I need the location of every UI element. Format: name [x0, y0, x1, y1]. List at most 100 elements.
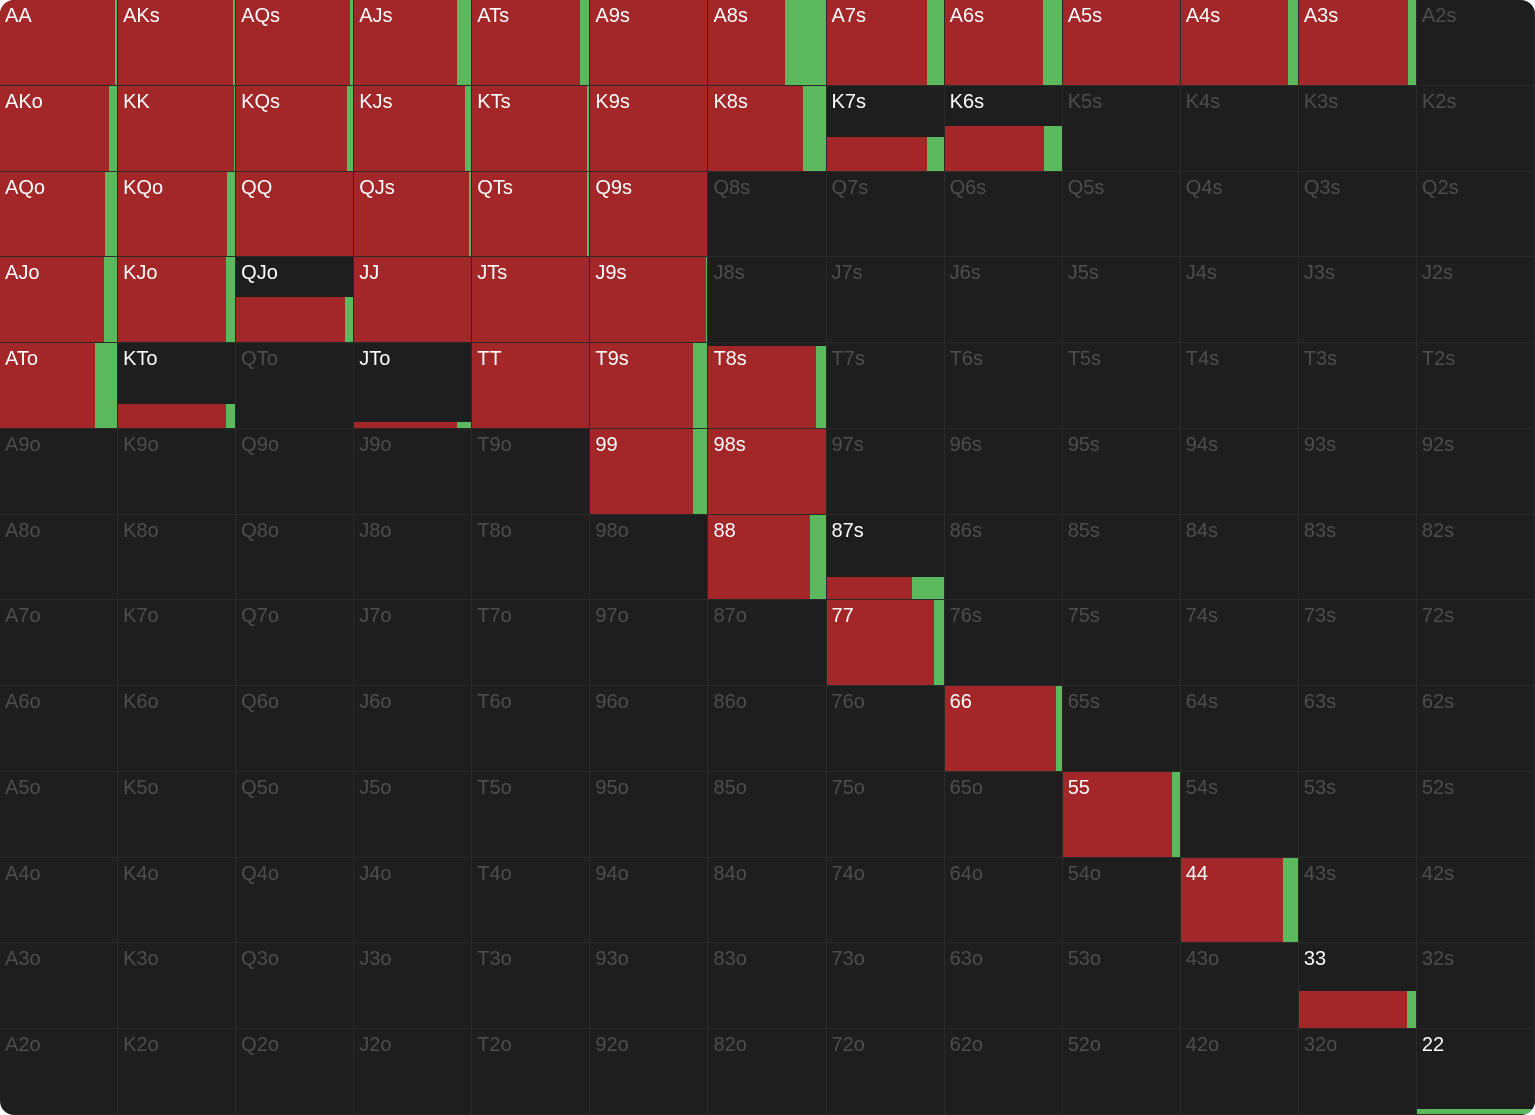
hand-cell[interactable]: A3s [1298, 0, 1417, 86]
hand-cell[interactable]: 92o [590, 1029, 709, 1115]
hand-cell[interactable]: 86o [708, 686, 827, 772]
hand-cell[interactable]: KJo [118, 257, 237, 344]
hand-cell[interactable]: 75o [826, 771, 945, 858]
hand-cell[interactable]: 94s [1180, 428, 1299, 515]
hand-cell[interactable]: K9s [590, 85, 709, 172]
hand-cell[interactable]: T9o [472, 428, 591, 515]
hand-cell[interactable]: T2o [472, 1029, 591, 1115]
hand-cell[interactable]: 74o [826, 857, 945, 944]
hand-cell[interactable]: 99 [590, 428, 709, 515]
hand-cell[interactable]: 22 [1416, 1029, 1535, 1115]
hand-cell[interactable]: 75s [1062, 600, 1181, 687]
hand-cell[interactable]: A3o [0, 943, 119, 1030]
hand-cell[interactable]: Q2o [236, 1029, 355, 1115]
hand-cell[interactable]: Q7o [236, 600, 355, 687]
hand-cell[interactable]: 93s [1298, 428, 1417, 515]
hand-cell[interactable]: T2s [1416, 343, 1535, 429]
hand-cell[interactable]: 74s [1180, 600, 1299, 687]
hand-cell[interactable]: 88 [708, 514, 827, 601]
hand-cell[interactable]: 84o [708, 857, 827, 944]
hand-cell[interactable]: QQ [236, 171, 355, 258]
hand-cell[interactable]: 76o [826, 686, 945, 772]
hand-cell[interactable]: AQs [236, 0, 355, 86]
hand-cell[interactable]: T4o [472, 857, 591, 944]
hand-cell[interactable]: 87s [826, 514, 945, 601]
hand-cell[interactable]: JJ [354, 257, 473, 344]
hand-cell[interactable]: K4s [1180, 85, 1299, 172]
hand-cell[interactable]: J9s [590, 257, 709, 344]
hand-cell[interactable]: 92s [1416, 428, 1535, 515]
hand-cell[interactable]: 55 [1062, 771, 1181, 858]
hand-cell[interactable]: 52o [1062, 1029, 1181, 1115]
hand-cell[interactable]: K8o [118, 514, 237, 601]
hand-cell[interactable]: 96o [590, 686, 709, 772]
hand-cell[interactable]: J3s [1298, 257, 1417, 344]
hand-cell[interactable]: 95s [1062, 428, 1181, 515]
hand-cell[interactable]: 84s [1180, 514, 1299, 601]
hand-cell[interactable]: Q8s [708, 171, 827, 258]
hand-cell[interactable]: 33 [1298, 943, 1417, 1030]
hand-cell[interactable]: Q8o [236, 514, 355, 601]
hand-cell[interactable]: Q5o [236, 771, 355, 858]
hand-cell[interactable]: 98s [708, 428, 827, 515]
hand-cell[interactable]: A7s [826, 0, 945, 86]
hand-cell[interactable]: T8o [472, 514, 591, 601]
hand-cell[interactable]: J7s [826, 257, 945, 344]
hand-cell[interactable]: 73o [826, 943, 945, 1030]
hand-cell[interactable]: 62o [944, 1029, 1063, 1115]
hand-cell[interactable]: Q9o [236, 428, 355, 515]
hand-cell[interactable]: K2s [1416, 85, 1535, 172]
hand-cell[interactable]: 66 [944, 686, 1063, 772]
hand-cell[interactable]: KTs [472, 85, 591, 172]
hand-cell[interactable]: 43s [1298, 857, 1417, 944]
hand-cell[interactable]: 32s [1416, 943, 1535, 1030]
hand-cell[interactable]: 63o [944, 943, 1063, 1030]
hand-cell[interactable]: KQs [236, 85, 355, 172]
hand-cell[interactable]: 97o [590, 600, 709, 687]
hand-cell[interactable]: 43o [1180, 943, 1299, 1030]
hand-cell[interactable]: T7s [826, 343, 945, 429]
hand-cell[interactable]: TT [472, 343, 591, 429]
hand-cell[interactable]: 72o [826, 1029, 945, 1115]
hand-cell[interactable]: 85o [708, 771, 827, 858]
hand-cell[interactable]: QJo [236, 257, 355, 344]
hand-cell[interactable]: T8s [708, 343, 827, 429]
hand-cell[interactable]: K6o [118, 686, 237, 772]
hand-cell[interactable]: J9o [354, 428, 473, 515]
hand-cell[interactable]: Q4s [1180, 171, 1299, 258]
hand-cell[interactable]: Q2s [1416, 171, 1535, 258]
hand-cell[interactable]: AA [0, 0, 119, 86]
hand-cell[interactable]: 53s [1298, 771, 1417, 858]
hand-cell[interactable]: 54s [1180, 771, 1299, 858]
hand-cell[interactable]: A8s [708, 0, 827, 86]
hand-cell[interactable]: 86s [944, 514, 1063, 601]
hand-cell[interactable]: 53o [1062, 943, 1181, 1030]
hand-cell[interactable]: T5s [1062, 343, 1181, 429]
hand-cell[interactable]: J2o [354, 1029, 473, 1115]
hand-cell[interactable]: A5s [1062, 0, 1181, 86]
hand-cell[interactable]: KQo [118, 171, 237, 258]
hand-cell[interactable]: J3o [354, 943, 473, 1030]
hand-cell[interactable]: KTo [118, 343, 237, 429]
hand-cell[interactable]: Q4o [236, 857, 355, 944]
hand-cell[interactable]: QTo [236, 343, 355, 429]
hand-cell[interactable]: A5o [0, 771, 119, 858]
hand-cell[interactable]: J6o [354, 686, 473, 772]
hand-cell[interactable]: 64o [944, 857, 1063, 944]
hand-cell[interactable]: 64s [1180, 686, 1299, 772]
hand-cell[interactable]: 65s [1062, 686, 1181, 772]
hand-cell[interactable]: Q5s [1062, 171, 1181, 258]
hand-cell[interactable]: 52s [1416, 771, 1535, 858]
hand-cell[interactable]: K5s [1062, 85, 1181, 172]
hand-cell[interactable]: T6o [472, 686, 591, 772]
hand-cell[interactable]: K2o [118, 1029, 237, 1115]
hand-cell[interactable]: 42s [1416, 857, 1535, 944]
hand-cell[interactable]: K7s [826, 85, 945, 172]
hand-cell[interactable]: QJs [354, 171, 473, 258]
hand-cell[interactable]: T6s [944, 343, 1063, 429]
hand-cell[interactable]: KK [118, 85, 237, 172]
hand-cell[interactable]: J8o [354, 514, 473, 601]
hand-cell[interactable]: J2s [1416, 257, 1535, 344]
hand-cell[interactable]: K3s [1298, 85, 1417, 172]
hand-cell[interactable]: ATo [0, 343, 119, 429]
